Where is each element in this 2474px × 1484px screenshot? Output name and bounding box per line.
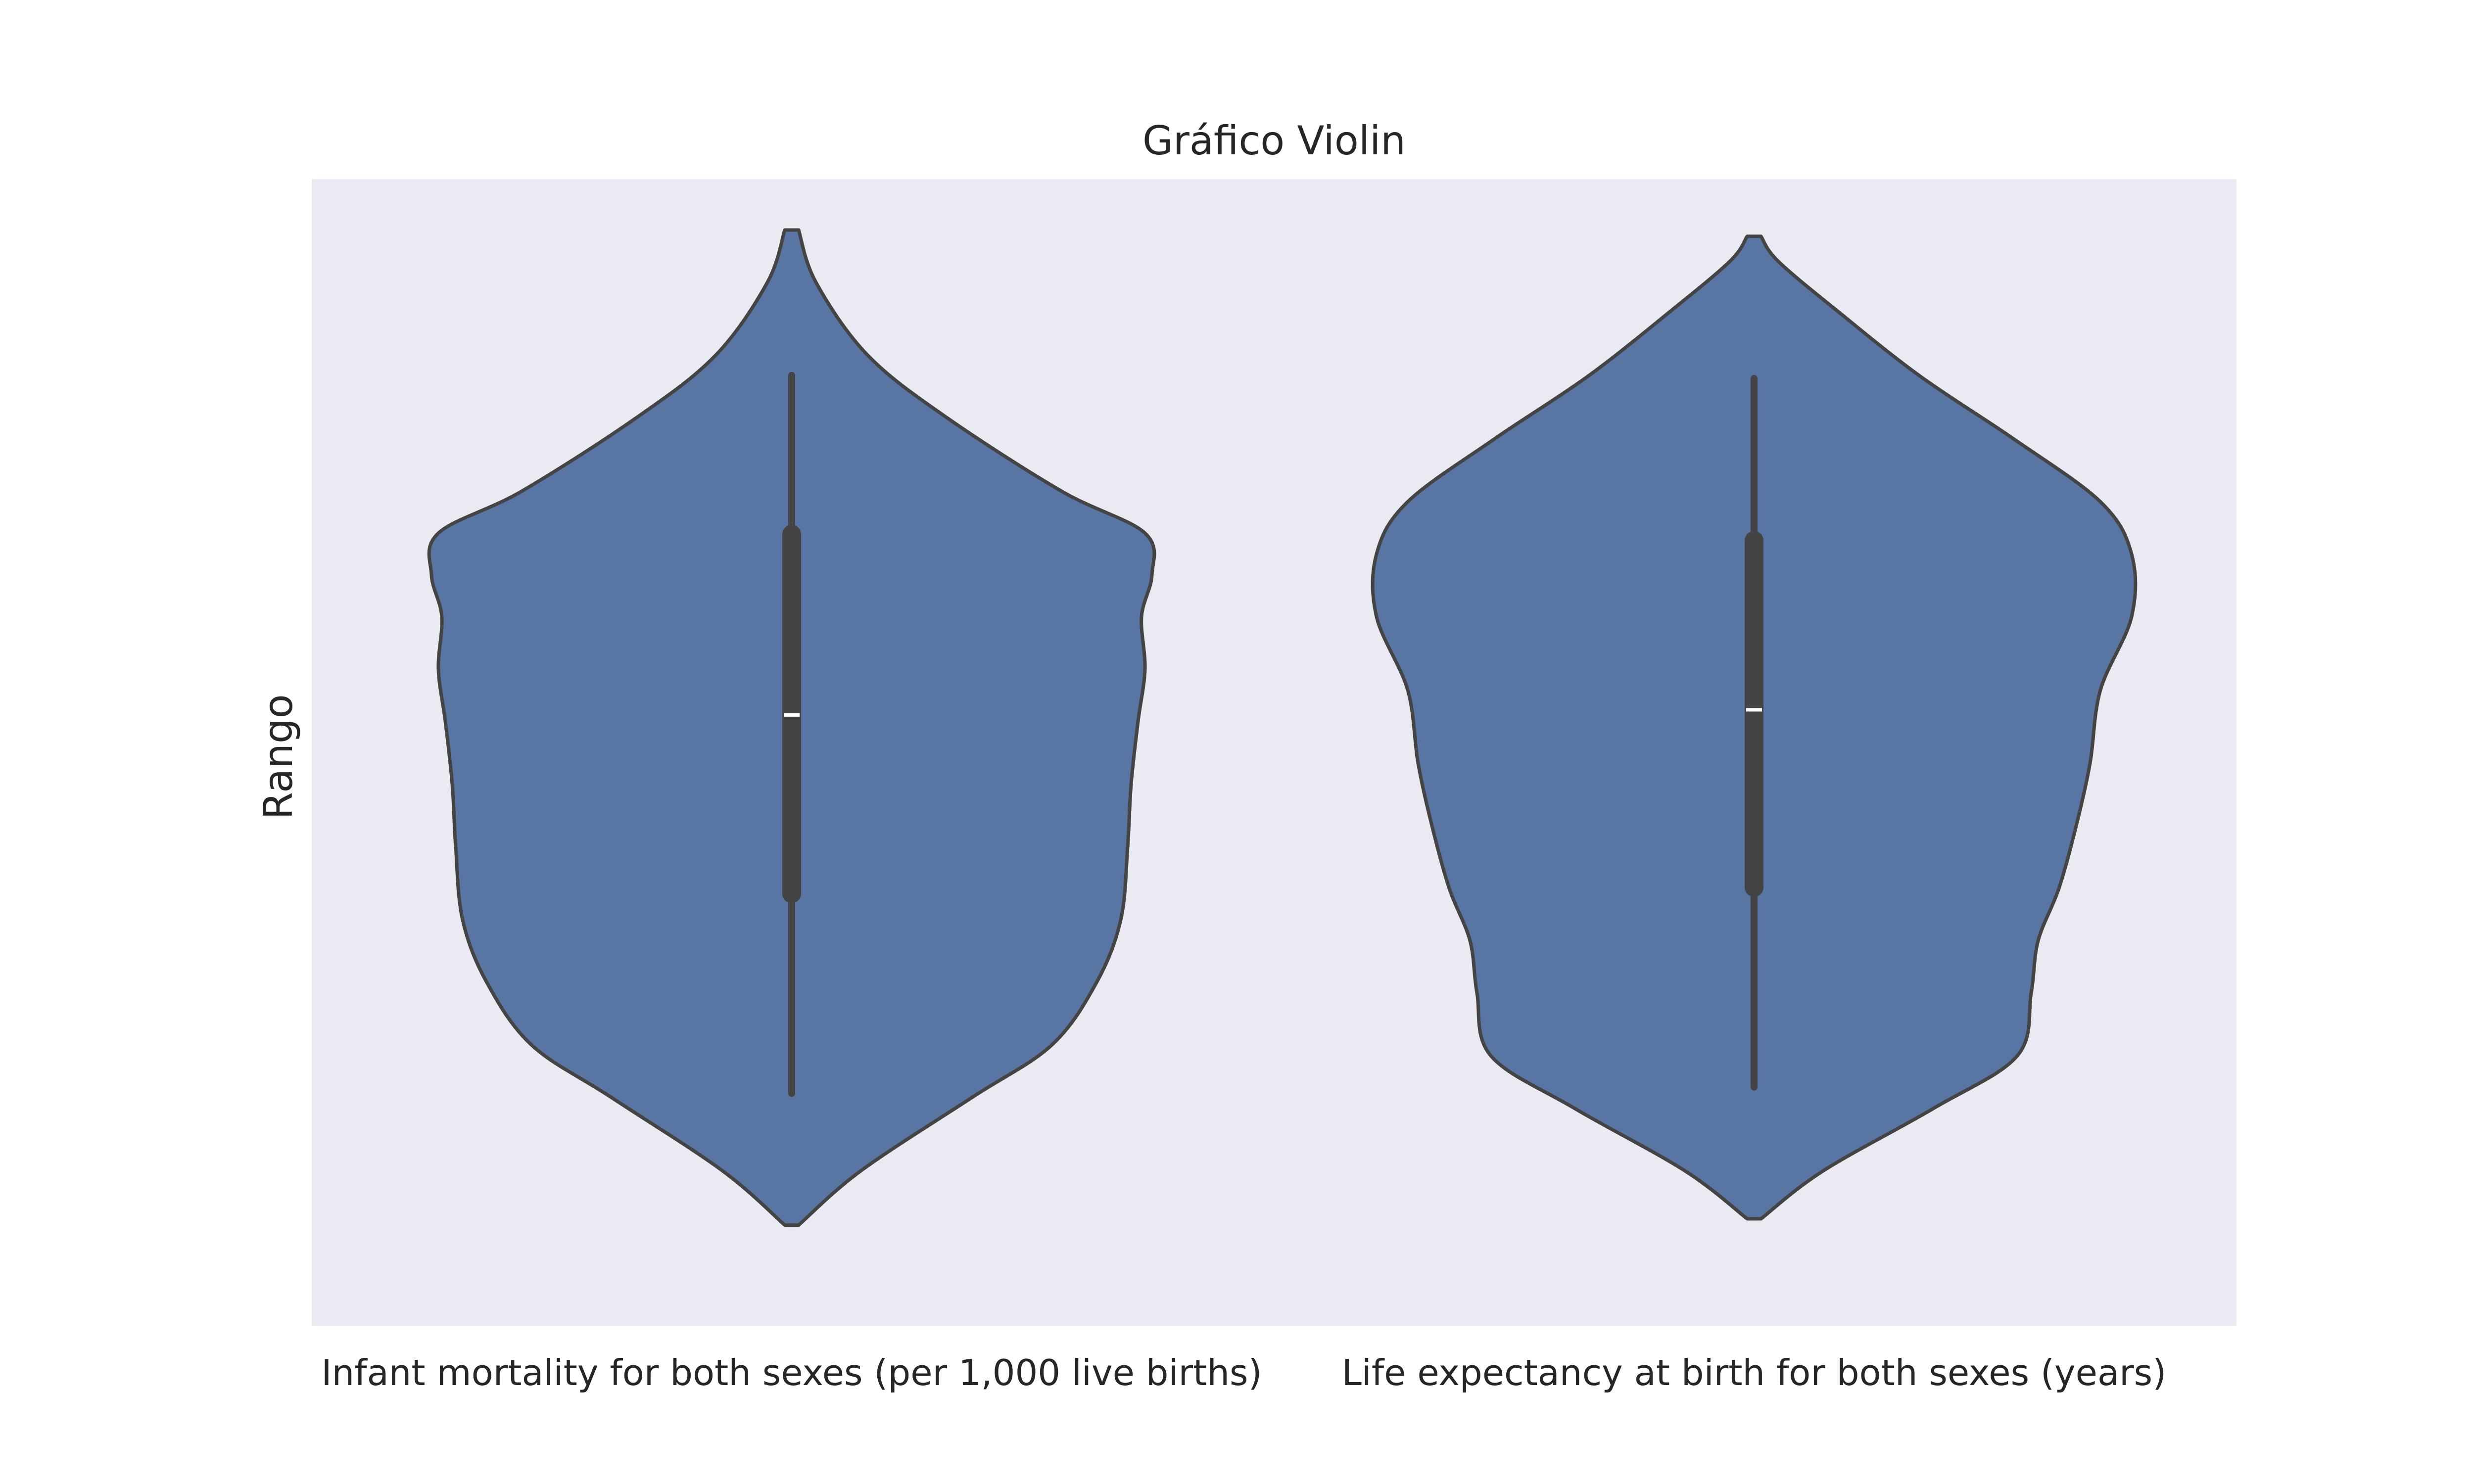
x-tick-label-2: Life expectancy at birth for both sexes … [1342,1352,2167,1393]
x-tick-label-1: Infant mortality for both sexes (per 1,0… [321,1352,1262,1393]
violin-1 [427,228,1156,1227]
violin-2 [1371,234,2138,1221]
x-tick-labels: Infant mortality for both sexes (per 1,0… [321,1352,2166,1393]
chart-title: Gráfico Violin [1142,118,1406,164]
y-axis-label: Rango [255,694,301,819]
violins-layer [427,228,2138,1227]
